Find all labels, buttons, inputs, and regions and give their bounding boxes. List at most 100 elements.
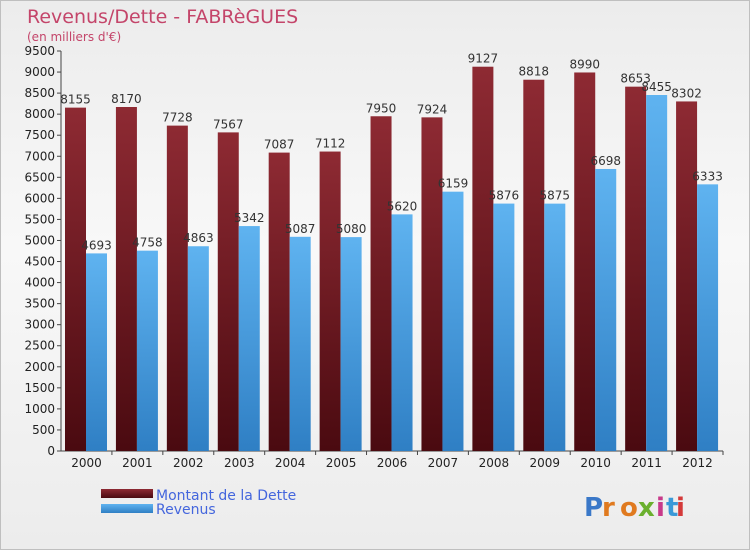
proxiti-logo: Pr o x i ti [584,493,685,523]
y-tick-label: 2000 [24,360,55,374]
logo-letter: i [656,493,665,523]
bar-debt [268,152,290,451]
value-label: 8818 [519,65,550,79]
y-tick-label: 1000 [24,402,55,416]
bar-debt [421,117,443,451]
value-label: 4863 [183,231,214,245]
y-tick-label: 7500 [24,128,55,142]
bar-debt [523,79,545,451]
value-label: 9127 [468,52,499,66]
value-label: 4693 [81,238,112,252]
logo-letter: r [602,493,615,523]
x-tick-label: 2001 [122,456,153,470]
chart-subtitle: (en milliers d'€) [27,30,121,44]
bar-revenus [187,246,209,451]
x-tick-label: 2000 [71,456,102,470]
bar-revenus [340,237,362,451]
y-tick-label: 0 [47,444,55,458]
x-tick-label: 2006 [377,456,408,470]
y-tick-label: 8000 [24,107,55,121]
value-label: 8170 [111,92,142,106]
y-tick-label: 3000 [24,318,55,332]
bar-revenus [238,226,260,451]
bar-debt [370,116,392,452]
y-tick-label: 6000 [24,191,55,205]
logo-letter: x [638,493,655,523]
bar-debt [472,66,494,451]
value-label: 7112 [315,137,346,151]
bar-revenus [136,250,158,451]
value-label: 8302 [671,86,702,100]
bar-revenus [442,191,464,451]
value-label: 7728 [162,111,193,125]
value-label: 5080 [336,222,367,236]
value-label: 5876 [489,189,520,203]
value-label: 8155 [60,93,91,107]
legend: Montant de la Dette Revenus [101,488,296,518]
y-tick-label: 4500 [24,255,55,269]
bar-revenus [86,253,107,451]
value-label: 5620 [387,199,418,213]
bar-debt [65,107,86,451]
bar-debt [115,107,137,451]
legend-label-revenus: Revenus [156,502,216,518]
bar-revenus [289,236,311,451]
value-label: 6698 [590,154,621,168]
y-tick-label: 8500 [24,86,55,100]
legend-swatch-revenus [101,504,153,513]
value-label: 7924 [417,102,448,116]
y-tick-label: 9500 [24,44,55,58]
value-label: 7087 [264,138,295,152]
bar-debt [217,132,239,452]
bar-revenus [646,95,668,451]
y-tick-label: 3500 [24,297,55,311]
x-tick-label: 2012 [682,456,713,470]
y-tick-label: 7000 [24,149,55,163]
y-tick-label: 6500 [24,170,55,184]
value-label: 8653 [620,72,651,86]
chart-title: Revenus/Dette - FABRèGUES [27,6,298,28]
bar-debt [319,151,341,451]
y-tick-label: 500 [32,423,55,437]
bars-layer [65,66,719,452]
x-tick-label: 2010 [580,456,611,470]
y-axis: 0 500 1000 1500 2000 2500 3000 3500 4000 4500 5000… [24,44,62,458]
bar-revenus [595,168,617,451]
x-tick-label: 2002 [173,456,204,470]
legend-swatch-debt [101,489,153,498]
bar-revenus [391,214,413,451]
x-tick-label: 2008 [479,456,510,470]
value-label: 7567 [213,117,244,131]
bar-revenus [493,203,515,451]
bar-debt [166,125,188,451]
value-label: 5875 [540,189,571,203]
x-axis: 2000 2001 2002 2003 2004 2005 2006 2007 2008 2009… [61,450,724,470]
value-label: 8990 [569,57,600,71]
x-tick-label: 2003 [224,456,255,470]
value-labels-layer: 8155 4693 8170 4758 7728 4863 7567 5342 7087 5087… [60,52,723,253]
bar-debt [676,101,698,451]
y-tick-label: 1500 [24,381,55,395]
x-tick-label: 2009 [529,456,560,470]
logo-letter: t [666,493,678,523]
value-label: 5342 [234,211,265,225]
y-tick-label: 2500 [24,339,55,353]
value-label: 8455 [641,80,672,94]
x-tick-label: 2004 [275,456,306,470]
y-tick-label: 4000 [24,276,55,290]
logo-letter: i [676,493,685,523]
logo-letter: o [620,493,638,523]
legend-label-debt: Montant de la Dette [156,488,296,504]
x-tick-label: 2005 [326,456,357,470]
value-label: 7950 [366,101,397,115]
bar-revenus [544,203,566,451]
value-label: 4758 [132,236,163,250]
y-tick-label: 5000 [24,233,55,247]
x-tick-label: 2011 [631,456,662,470]
value-label: 6159 [438,177,469,191]
y-tick-label: 5500 [24,212,55,226]
value-label: 5087 [285,222,316,236]
y-tick-label: 9000 [24,65,55,79]
